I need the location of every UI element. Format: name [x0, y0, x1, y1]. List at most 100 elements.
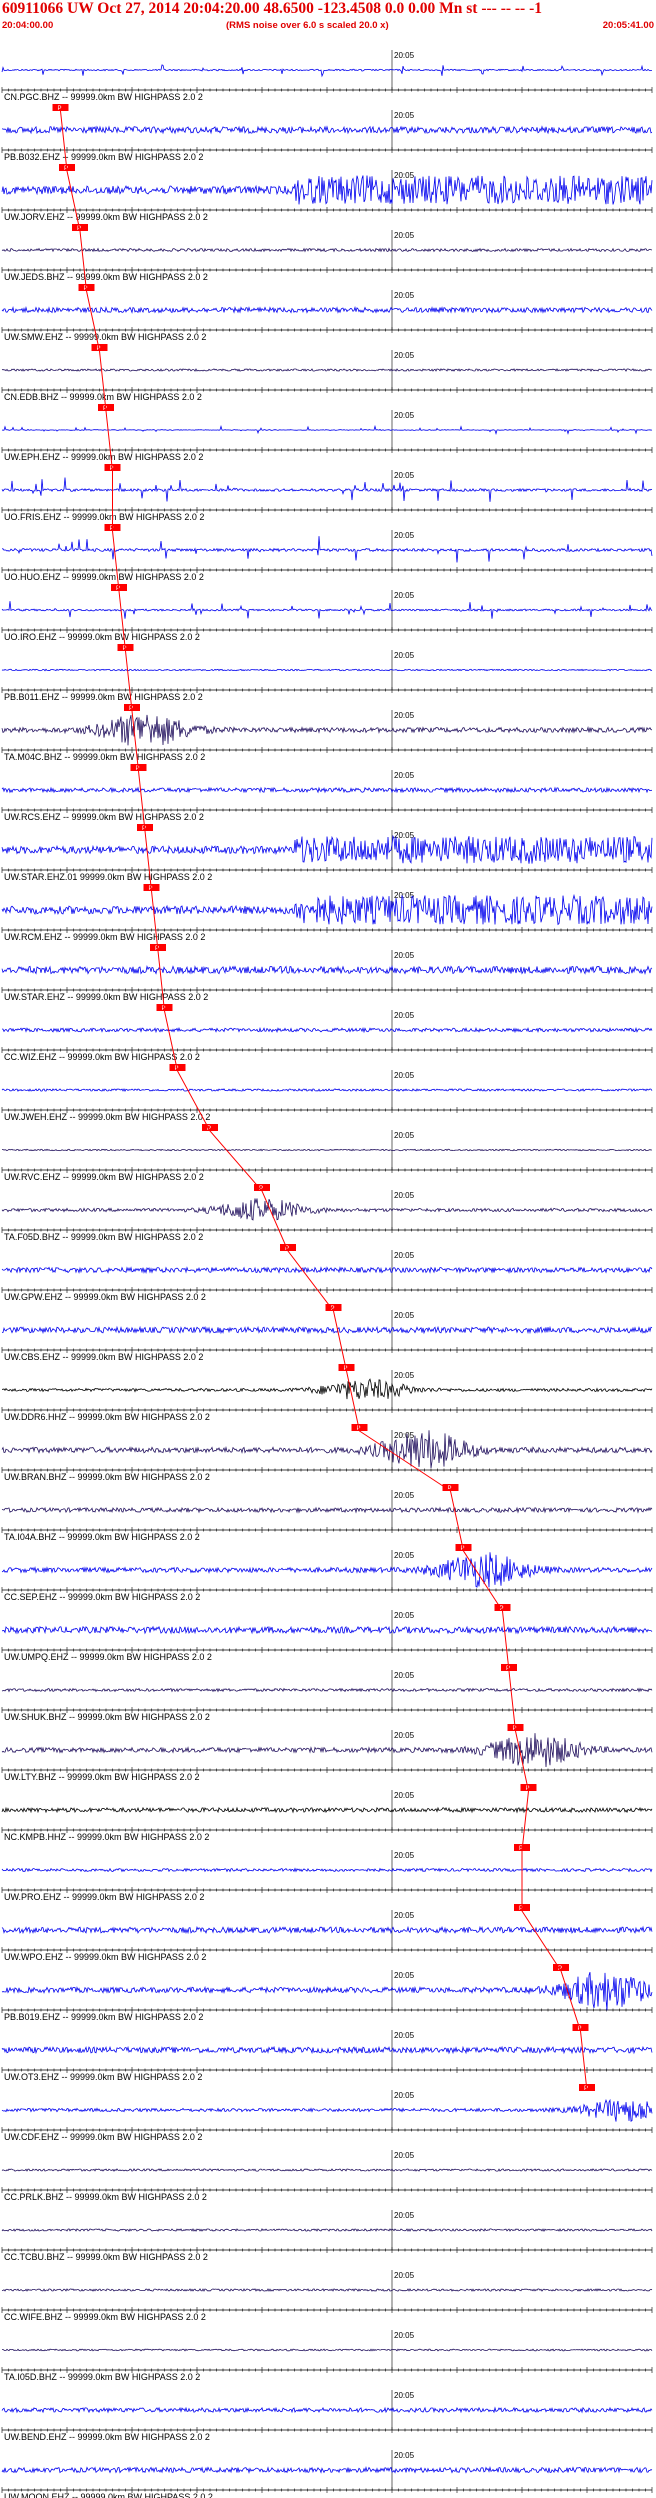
minute-label: 20:05 — [394, 1131, 415, 1140]
station-label: UW.JORV.EHZ -- 99999.0km BW HIGHPASS 2.0… — [4, 212, 208, 222]
station-label: CC.SEP.EHZ -- 99999.0km BW HIGHPASS 2.0 … — [4, 1592, 200, 1602]
pick-label: P — [97, 346, 101, 352]
station-label: UW.RCS.EHZ -- 99999.0km BW HIGHPASS 2.0 … — [4, 812, 204, 822]
minute-label: 20:05 — [394, 1071, 415, 1080]
waveform — [1, 2168, 653, 2172]
pick-marker — [494, 1604, 511, 1611]
pick-marker — [72, 224, 88, 231]
pick-label: P — [519, 1906, 523, 1912]
minute-label: 20:05 — [394, 711, 415, 720]
station-label: UW.PRO.EHZ -- 99999.0km BW HIGHPASS 2.0 … — [4, 1892, 204, 1902]
waveform — [1, 1325, 653, 1335]
pick-marker — [202, 1124, 218, 1131]
minute-label: 20:05 — [394, 2451, 415, 2460]
pick-marker — [91, 344, 108, 351]
waveform — [1, 1198, 653, 1221]
trace-group: 20:05 UO.IRO.EHZ -- 99999.0km BW HIGHPASS… — [1, 584, 653, 642]
pick-label: P — [259, 1186, 263, 1192]
waveform — [1, 1506, 653, 1514]
pick-label: P — [142, 826, 146, 832]
trace-group: 20:05 CC.TCBU.BHZ -- 99999.0km BW HIGHPAS… — [1, 2210, 653, 2262]
trace-group: 20:05 UW.OT3.EHZ -- 99999.0km BW HIGHPASS… — [1, 2024, 653, 2082]
waveform — [1, 2098, 653, 2122]
waveform — [1, 305, 653, 314]
rms-note: (RMS noise over 6.0 s scaled 20.0 x) — [226, 20, 389, 31]
waveform — [2, 1378, 653, 1400]
waveform — [1, 175, 653, 205]
station-label: CC.PRLK.BHZ -- 99999.0km BW HIGHPASS 2.0… — [4, 2192, 207, 2202]
trace-group: 20:05 UW.GPW.EHZ -- 99999.0km BW HIGHPASS… — [1, 1244, 653, 1302]
minute-label: 20:05 — [394, 591, 415, 600]
station-label: UW.JWEH.EHZ -- 99999.0km BW HIGHPASS 2.0… — [4, 1112, 210, 1122]
pick-label: P — [155, 946, 159, 952]
trace-group: 20:05 UW.SHUK.BHZ -- 99999.0km BW HIGHPAS… — [1, 1664, 653, 1722]
station-label: UO.FRIS.EHZ -- 99999.0km BW HIGHPASS 2.0… — [4, 512, 204, 522]
station-label: CN.PGC.BHZ -- 99999.0km BW HIGHPASS 2.0 … — [4, 92, 203, 102]
pick-marker — [572, 2024, 589, 2031]
minute-label: 20:05 — [394, 1791, 415, 1800]
station-label: PB.B019.EHZ -- 99999.0km BW HIGHPASS 2.0… — [4, 2012, 203, 2022]
pick-marker — [254, 1184, 270, 1191]
trace-group: 20:05 UW.UMPQ.EHZ -- 99999.0km BW HIGHPAS… — [1, 1604, 653, 1662]
trace-group: 20:05 TA.I04A.BHZ -- 99999.0km BW HIGHPAS… — [1, 1484, 653, 1542]
trace-group: 20:05 TA.M04C.BHZ -- 99999.0km BW HIGHPAS… — [1, 704, 653, 762]
pick-marker — [553, 1964, 569, 1971]
waveform — [1, 1088, 653, 1092]
pick-label: P — [58, 106, 62, 112]
waveform — [1, 1925, 653, 1935]
minute-label: 20:05 — [394, 1911, 415, 1920]
station-label: UW.MOON.EHZ -- 99999.0km BW HIGHPASS 2.0… — [4, 2492, 213, 2498]
pick-label: P — [136, 766, 140, 772]
waveform — [1, 125, 653, 135]
pick-label: P — [506, 1666, 510, 1672]
minute-label: 20:05 — [394, 1491, 415, 1500]
station-label: UW.WPO.EHZ -- 99999.0km BW HIGHPASS 2.0 … — [4, 1952, 206, 1962]
start-time: 20:04:00.00 — [2, 20, 54, 31]
trace-group: 20:05 CC.PRLK.BHZ -- 99999.0km BW HIGHPAS… — [1, 2150, 653, 2202]
station-label: UW.RVC.EHZ -- 99999.0km BW HIGHPASS 2.0 … — [4, 1172, 204, 1182]
minute-label: 20:05 — [394, 1431, 415, 1440]
station-label: TA.M04C.BHZ -- 99999.0km BW HIGHPASS 2.0… — [4, 752, 205, 762]
pick-label: P — [526, 1786, 530, 1792]
waveform — [1, 247, 653, 253]
station-label: PB.B032.EHZ -- 99999.0km BW HIGHPASS 2.0… — [4, 152, 203, 162]
waveform — [1, 1552, 653, 1588]
trace-group: 20:05 UW.DDR6.HHZ -- 99999.0km BW HIGHPAS… — [1, 1364, 653, 1422]
station-label: CC.WIZ.EHZ -- 99999.0km BW HIGHPASS 2.0 … — [4, 1052, 200, 1062]
waveform — [1, 1266, 653, 1274]
trace-group: 20:05 UW.CDF.EHZ -- 99999.0km BW HIGHPASS… — [1, 2084, 653, 2142]
minute-label: 20:05 — [394, 231, 415, 240]
station-label: TA.I05D.BHZ -- 99999.0km BW HIGHPASS 2.0… — [4, 2372, 200, 2382]
waveform — [1, 714, 653, 746]
station-label: UW.DDR6.HHZ -- 99999.0km BW HIGHPASS 2.0… — [4, 1412, 210, 1422]
waveform — [1, 1806, 653, 1814]
waveform — [1, 1430, 653, 1469]
pick-label: P — [162, 1006, 166, 1012]
waveform — [1, 2348, 653, 2352]
trace-group: 20:05 TA.F05D.BHZ -- 99999.0km BW HIGHPAS… — [1, 1184, 653, 1242]
minute-label: 20:05 — [394, 1371, 415, 1380]
minute-label: 20:05 — [394, 51, 415, 60]
pick-marker — [325, 1304, 342, 1311]
minute-label: 20:05 — [394, 2331, 415, 2340]
trace-group: 20:05 UW.BRAN.BHZ -- 99999.0km BW HIGHPAS… — [1, 1424, 653, 1482]
minute-label: 20:05 — [394, 1971, 415, 1980]
station-label: UW.BEND.EHZ -- 99999.0km BW HIGHPASS 2.0… — [4, 2432, 210, 2442]
pick-marker — [455, 1544, 472, 1551]
waveform — [1, 668, 653, 672]
waveform — [1, 2406, 653, 2414]
station-label: CC.TCBU.BHZ -- 99999.0km BW HIGHPASS 2.0… — [4, 2252, 208, 2262]
trace-group: 20:05 UW.PRO.EHZ -- 99999.0km BW HIGHPASS… — [1, 1844, 653, 1902]
waveform — [1, 2228, 653, 2232]
waveform — [2, 536, 653, 563]
station-label: UW.CBS.EHZ -- 99999.0km BW HIGHPASS 2.0 … — [4, 1352, 203, 1362]
trace-group: 20:05 CN.PGC.BHZ -- 99999.0km BW HIGHPASS… — [1, 50, 653, 102]
station-label: TA.F05D.BHZ -- 99999.0km BW HIGHPASS 2.0… — [4, 1232, 203, 1242]
pick-marker — [338, 1364, 355, 1371]
pick-label: P — [116, 586, 120, 592]
trace-group: 20:05 PB.B032.EHZ -- 99999.0km BW HIGHPAS… — [1, 104, 653, 162]
station-label: UW.CDF.EHZ -- 99999.0km BW HIGHPASS 2.0 … — [4, 2132, 202, 2142]
pick-label: P — [110, 466, 114, 472]
minute-label: 20:05 — [394, 891, 415, 900]
minute-label: 20:05 — [394, 171, 415, 180]
